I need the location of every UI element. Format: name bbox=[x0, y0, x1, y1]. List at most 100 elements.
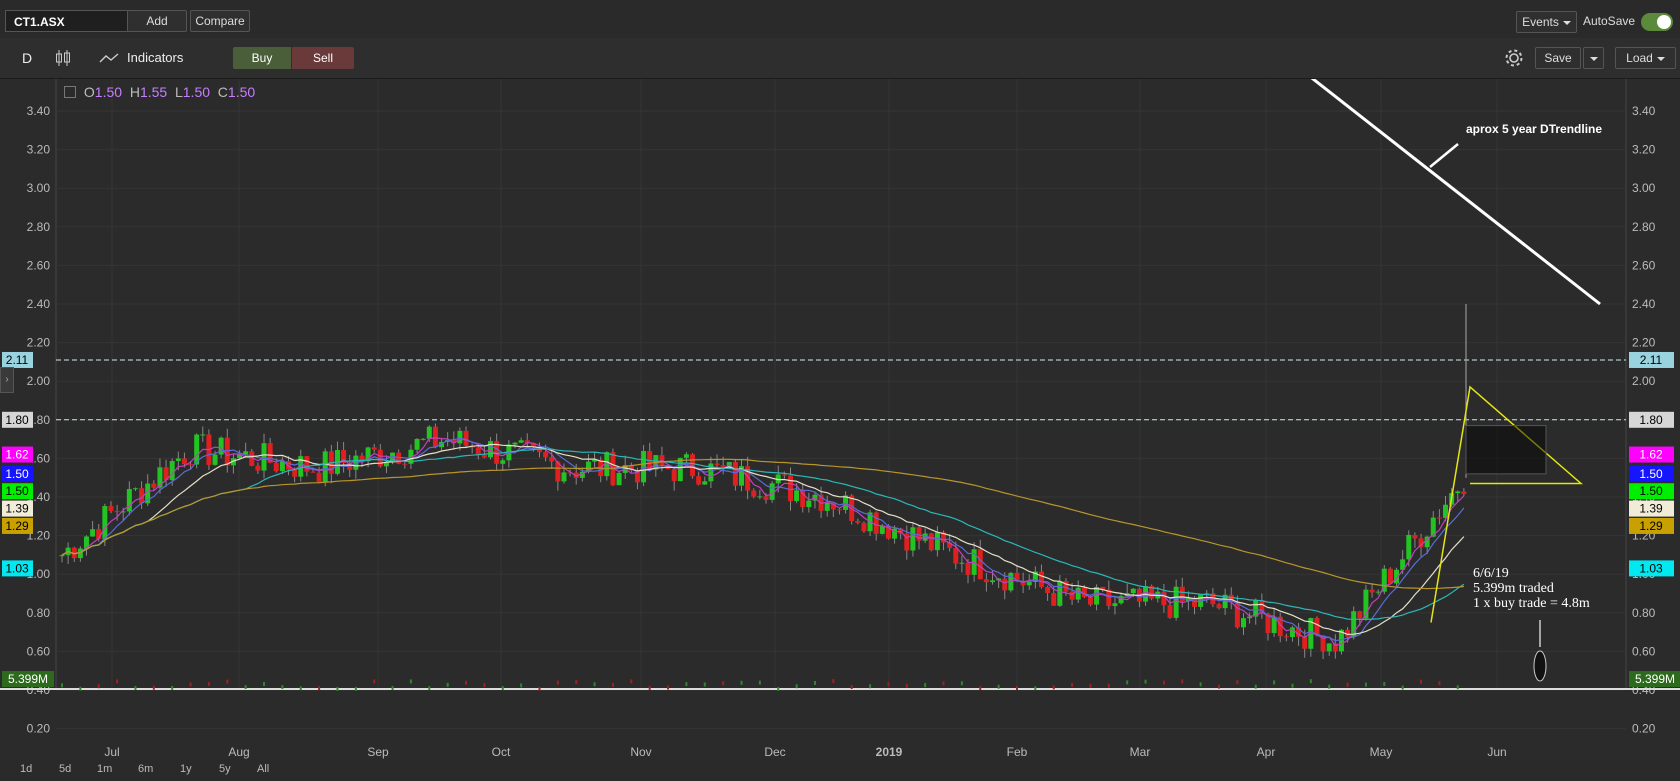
candle-body bbox=[494, 441, 500, 464]
candle-body bbox=[677, 457, 683, 482]
candle-body bbox=[830, 502, 836, 510]
candle-body bbox=[1289, 627, 1295, 637]
candle-body bbox=[457, 430, 463, 444]
sell-button[interactable]: Sell bbox=[292, 47, 354, 69]
open-value: 1.50 bbox=[94, 84, 123, 100]
candle-body bbox=[1234, 602, 1240, 628]
buy-button[interactable]: Buy bbox=[233, 47, 291, 69]
volume-tag-right bbox=[1629, 671, 1680, 687]
y-tick-label-right: 0.20 bbox=[1632, 722, 1656, 736]
volume-bar bbox=[520, 683, 523, 688]
period-5y[interactable]: 5y bbox=[219, 763, 231, 775]
candle-body bbox=[1314, 618, 1320, 636]
period-all[interactable]: All bbox=[257, 763, 270, 775]
price-chart[interactable]: 3.40 3.40 3.20 3.20 3.00 3.00 2.80 2.80 2.60 2.60… bbox=[0, 73, 1680, 759]
candle-body bbox=[132, 488, 138, 490]
candle-body bbox=[90, 529, 96, 537]
volume-bar bbox=[446, 682, 449, 687]
candle-body bbox=[451, 440, 457, 444]
candle-body bbox=[383, 461, 389, 467]
volume-bar bbox=[1236, 680, 1239, 685]
volume-bar bbox=[538, 686, 541, 691]
candle-body bbox=[781, 474, 787, 476]
side-panel-toggle[interactable]: › bbox=[0, 367, 14, 393]
candle-body bbox=[1424, 536, 1430, 548]
high-value: 1.55 bbox=[139, 84, 168, 100]
chart-background bbox=[0, 79, 1680, 759]
candle-body bbox=[83, 536, 89, 549]
candle-body bbox=[1167, 605, 1173, 618]
candle-body bbox=[426, 426, 432, 439]
volume-bar bbox=[832, 679, 835, 684]
price-tag-label: 1.50 bbox=[1639, 484, 1663, 498]
volume-bar bbox=[685, 682, 688, 687]
price-tag-1-03 bbox=[1629, 560, 1674, 577]
y-tick-label-right: 2.40 bbox=[1632, 297, 1656, 311]
annotation-note_line2: 5.399m traded bbox=[1473, 581, 1554, 596]
candle-body bbox=[947, 542, 953, 549]
open-label: O bbox=[83, 84, 95, 100]
y-tick-label-right: 2.00 bbox=[1632, 374, 1656, 388]
volume-bar bbox=[1089, 683, 1092, 688]
candle-body bbox=[341, 450, 347, 463]
candle-body bbox=[267, 443, 273, 463]
autosave-toggle[interactable] bbox=[1641, 13, 1673, 31]
volume-bar bbox=[171, 685, 174, 690]
volume-bar bbox=[1162, 680, 1165, 685]
volume-bar bbox=[1420, 679, 1423, 684]
y-tick-label-left: 3.20 bbox=[27, 143, 51, 157]
x-tick-label: 2019 bbox=[876, 745, 903, 759]
expand-legend-icon[interactable] bbox=[64, 86, 76, 98]
candle-body bbox=[188, 464, 194, 466]
high-label: H bbox=[129, 84, 140, 100]
load-dropdown[interactable]: Load bbox=[1615, 47, 1676, 69]
period-6m[interactable]: 6m bbox=[138, 763, 154, 775]
candle-body bbox=[292, 469, 298, 477]
save-button[interactable]: Save bbox=[1535, 47, 1581, 69]
candle-body bbox=[414, 439, 420, 450]
period-1y[interactable]: 1y bbox=[180, 763, 192, 775]
candle-body bbox=[1192, 597, 1198, 607]
save-options-button[interactable] bbox=[1583, 47, 1604, 69]
add-button[interactable]: Add bbox=[127, 10, 187, 32]
indicators-button[interactable]: Indicators bbox=[127, 50, 184, 65]
interval-button[interactable]: D bbox=[22, 50, 33, 66]
candle-body bbox=[696, 476, 702, 485]
candle-body bbox=[953, 548, 959, 564]
period-5d[interactable]: 5d bbox=[59, 763, 72, 775]
period-1m[interactable]: 1m bbox=[97, 763, 113, 775]
indicators-icon bbox=[99, 53, 119, 63]
candle-body bbox=[212, 454, 218, 465]
price-tag-left bbox=[2, 560, 33, 577]
symbol-input[interactable]: CT1.ASX bbox=[5, 10, 133, 32]
candle-body bbox=[224, 437, 230, 466]
candle-body bbox=[1443, 504, 1449, 518]
period-1d[interactable]: 1d bbox=[20, 763, 33, 775]
candle-body bbox=[671, 469, 677, 482]
candle-body bbox=[1461, 491, 1467, 495]
candle-body bbox=[745, 466, 751, 491]
volume-bar bbox=[575, 680, 578, 685]
gear-icon[interactable] bbox=[1503, 47, 1525, 69]
chevron-down-icon bbox=[1656, 56, 1665, 61]
compare-button[interactable]: Compare bbox=[190, 10, 250, 32]
volume-bar bbox=[1071, 682, 1074, 687]
candle-body bbox=[432, 426, 438, 448]
chart-canvas[interactable]: 3.40 3.40 3.20 3.20 3.00 3.00 2.80 2.80 2.60 2.60… bbox=[0, 73, 1680, 759]
close-value: 1.50 bbox=[227, 84, 256, 100]
candle-body bbox=[543, 452, 549, 458]
volume-bar bbox=[1309, 679, 1312, 684]
candle-body bbox=[922, 533, 928, 541]
events-dropdown[interactable]: Events bbox=[1516, 11, 1577, 33]
volume-bar bbox=[336, 686, 339, 691]
candle-body bbox=[1375, 591, 1381, 593]
volume-bar bbox=[373, 679, 376, 684]
candle-body bbox=[861, 522, 867, 532]
candlestick-icon[interactable] bbox=[55, 49, 71, 67]
candle-body bbox=[806, 500, 812, 508]
candle-body bbox=[59, 555, 65, 557]
candle-body bbox=[1351, 611, 1357, 637]
events-label: Events bbox=[1522, 15, 1559, 29]
candle-body bbox=[1363, 589, 1369, 619]
candle-body bbox=[1173, 586, 1179, 618]
